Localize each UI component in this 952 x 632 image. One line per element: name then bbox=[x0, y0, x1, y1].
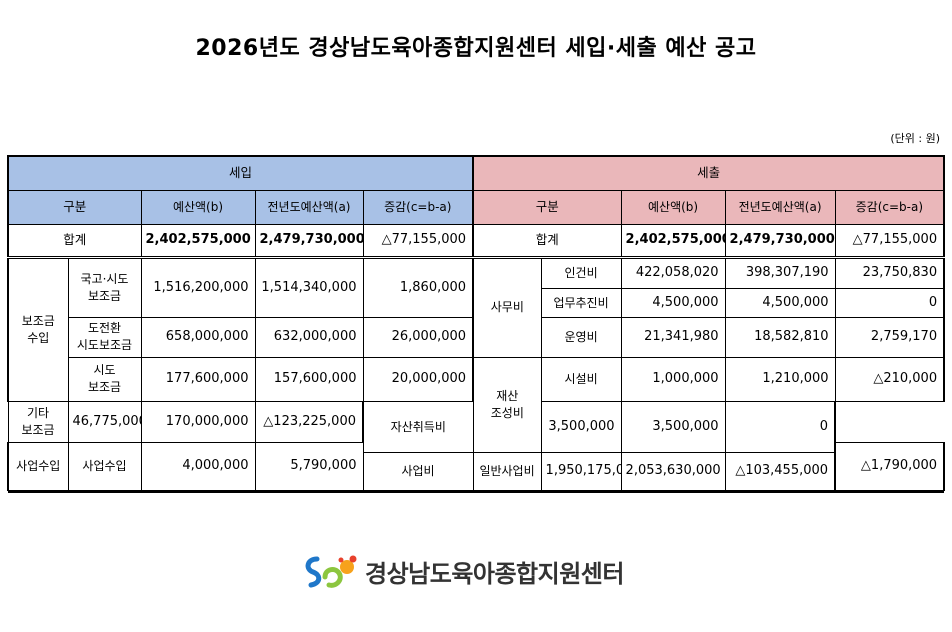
expenditure-budget-header: 예산액(b) bbox=[620, 189, 726, 225]
revenue-item-label: 국고·시도 보조금 bbox=[67, 255, 142, 318]
budget-table: 세입 세출 구분 예산액(b) 전년도예산액(a) 증감(c=b-a) 구분 예… bbox=[6, 155, 946, 493]
expenditure-item-budget: 1,950,175,000 bbox=[540, 451, 622, 491]
expenditure-item-prev: 3,500,000 bbox=[620, 400, 726, 453]
revenue-item-budget: 658,000,000 bbox=[140, 316, 256, 358]
expenditure-item-label: 시설비 bbox=[540, 356, 622, 402]
revenue-item-diff: 1,860,000 bbox=[362, 255, 475, 318]
expenditure-item-prev: 398,307,190 bbox=[724, 255, 836, 289]
expenditure-item-budget: 21,341,980 bbox=[620, 316, 726, 358]
revenue-item-label: 기타 보조금 bbox=[7, 400, 69, 443]
table-bottom-rule bbox=[8, 490, 945, 493]
expenditure-group-label: 재산 조성비 bbox=[472, 356, 542, 453]
revenue-item-prev: 170,000,000 bbox=[140, 400, 256, 443]
expenditure-item-label: 운영비 bbox=[540, 316, 622, 358]
expenditure-item-prev: 18,582,810 bbox=[724, 316, 836, 358]
revenue-item-prev: 157,600,000 bbox=[254, 356, 364, 402]
unit-label: (단위 : 원) bbox=[890, 132, 940, 145]
revenue-item-diff: △1,790,000 bbox=[834, 441, 946, 491]
expenditure-item-label: 업무추진비 bbox=[540, 287, 622, 318]
expenditure-prev-header: 전년도예산액(a) bbox=[724, 189, 836, 225]
revenue-item-budget: 177,600,000 bbox=[140, 356, 256, 402]
revenue-diff-header: 증감(c=b-a) bbox=[362, 189, 475, 225]
expenditure-item-prev: 4,500,000 bbox=[724, 287, 836, 318]
revenue-prev-header: 전년도예산액(a) bbox=[254, 189, 364, 225]
revenue-category-header: 구분 bbox=[7, 189, 142, 225]
expenditure-total-budget: 2,402,575,000 bbox=[620, 223, 726, 258]
expenditure-section-header: 세출 bbox=[472, 155, 946, 191]
expenditure-item-budget: 4,500,000 bbox=[620, 287, 726, 318]
revenue-item-label: 도전환 시도보조금 bbox=[67, 316, 142, 358]
revenue-item-diff: △123,225,000 bbox=[254, 400, 364, 443]
revenue-group-label: 보조금 수입 bbox=[7, 255, 69, 402]
expenditure-item-diff: △103,455,000 bbox=[724, 451, 837, 491]
revenue-total-label: 합계 bbox=[7, 223, 142, 258]
expenditure-item-diff: 23,750,830 bbox=[834, 255, 946, 289]
revenue-item-budget: 4,000,000 bbox=[140, 441, 256, 491]
center-logo: 경상남도육아종합지원센터 bbox=[303, 551, 624, 591]
revenue-item-prev: 632,000,000 bbox=[254, 316, 364, 358]
revenue-total-prev: 2,479,730,000 bbox=[254, 223, 364, 258]
revenue-section-header: 세입 bbox=[6, 155, 475, 191]
revenue-total-budget: 2,402,575,000 bbox=[140, 223, 256, 258]
expenditure-total-label: 합계 bbox=[472, 223, 622, 258]
revenue-item-budget: 1,516,200,000 bbox=[140, 255, 256, 318]
expenditure-item-budget: 1,000,000 bbox=[620, 356, 726, 402]
page-title: 2026년도 경상남도육아종합지원센터 세입·세출 예산 공고 bbox=[195, 36, 757, 61]
expenditure-diff-header: 증감(c=b-a) bbox=[834, 189, 946, 225]
revenue-item-label: 시도 보조금 bbox=[67, 356, 142, 402]
expenditure-total-prev: 2,479,730,000 bbox=[724, 223, 836, 258]
revenue-item-prev: 5,790,000 bbox=[254, 441, 364, 491]
revenue-item-prev: 1,514,340,000 bbox=[254, 255, 364, 318]
expenditure-item-diff: 0 bbox=[724, 400, 837, 453]
expenditure-total-diff: △77,155,000 bbox=[834, 223, 946, 258]
expenditure-item-prev: 1,210,000 bbox=[724, 356, 836, 402]
revenue-item-diff: 26,000,000 bbox=[362, 316, 475, 358]
expenditure-item-diff: △210,000 bbox=[834, 356, 946, 402]
expenditure-item-diff: 0 bbox=[834, 287, 946, 318]
expenditure-item-diff: 2,759,170 bbox=[834, 316, 946, 358]
expenditure-item-label: 인건비 bbox=[540, 255, 622, 289]
expenditure-group-label: 사무비 bbox=[472, 255, 542, 358]
revenue-item-label: 사업수입 bbox=[67, 441, 142, 491]
revenue-budget-header: 예산액(b) bbox=[140, 189, 256, 225]
expenditure-category-header: 구분 bbox=[472, 189, 622, 225]
center-logo-icon bbox=[305, 555, 357, 588]
expenditure-group-label: 사업비 bbox=[362, 451, 474, 491]
revenue-total-diff: △77,155,000 bbox=[362, 223, 475, 258]
expenditure-item-budget: 422,058,020 bbox=[620, 255, 726, 289]
expenditure-item-label: 일반사업비 bbox=[472, 451, 542, 491]
logo-text: 경상남도육아종합지원센터 bbox=[365, 559, 624, 588]
expenditure-item-budget: 3,500,000 bbox=[540, 400, 622, 453]
expenditure-item-prev: 2,053,630,000 bbox=[620, 451, 726, 491]
revenue-group-label: 사업수입 bbox=[7, 441, 69, 491]
revenue-item-diff: 20,000,000 bbox=[362, 356, 475, 402]
revenue-item-budget: 46,775,000 bbox=[67, 400, 142, 443]
expenditure-item-label: 자산취득비 bbox=[362, 400, 474, 453]
